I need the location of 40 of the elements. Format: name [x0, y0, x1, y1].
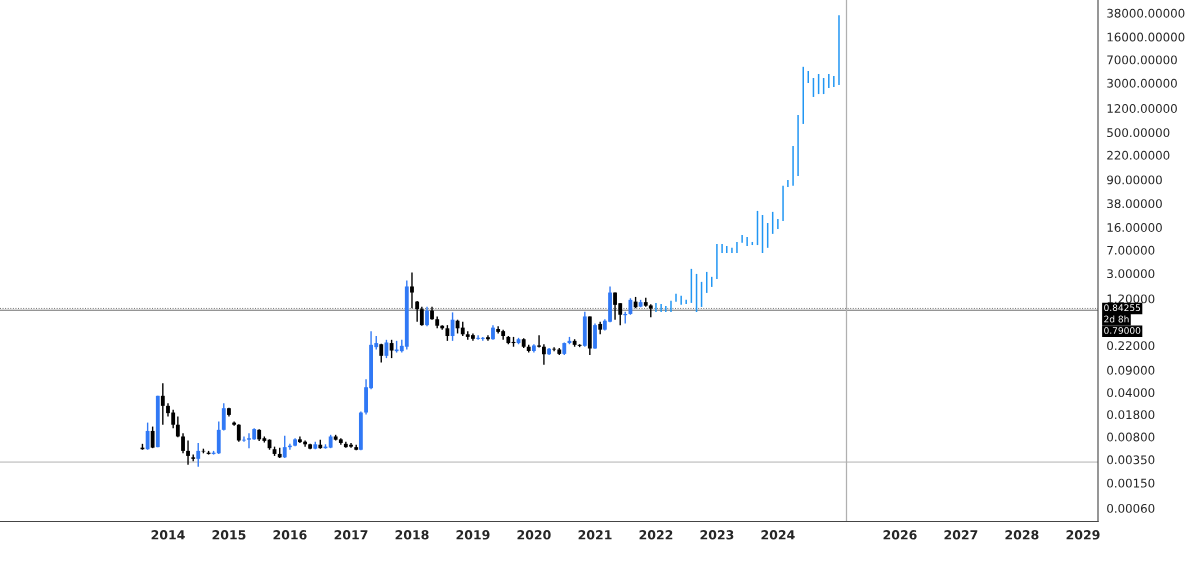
y-tick-label: 16000.00000: [1107, 32, 1185, 42]
text: 2d 8h: [1104, 315, 1129, 323]
ref-line-label: 0.84255: [1104, 304, 1141, 312]
legend-label: 0.79000: [1104, 327, 1141, 334]
y-tick-label: 0.01800: [1107, 410, 1155, 420]
y-tick-label: 1200.00000: [1107, 104, 1177, 113]
y-tick-label: 0.09000: [1107, 365, 1155, 375]
y-tick-label: 0.00150: [1107, 478, 1155, 488]
y-tick-label: 0.22000: [1107, 341, 1155, 351]
y-tick-label: 0.00800: [1107, 432, 1155, 442]
x-tick-label: 2017: [334, 530, 368, 540]
y-tick-label: 38.00000: [1107, 199, 1162, 209]
x-tick-label: 2028: [1005, 530, 1039, 540]
y-tick-label: 3.00000: [1107, 269, 1155, 279]
y-tick-label: 7.00000: [1107, 245, 1155, 255]
x-tick-label: 2020: [517, 530, 551, 540]
x-tick-label: 2018: [395, 530, 429, 540]
x-tick-label: 2024: [761, 530, 795, 540]
x-tick-label: 2029: [1066, 530, 1100, 540]
x-tick-label: 2021: [578, 530, 612, 540]
y-tick-label: 90.00000: [1107, 175, 1162, 185]
x-tick-label: 2026: [883, 530, 917, 540]
y-tick-label: 220.00000: [1107, 150, 1170, 160]
y-tick-label: 1.20000: [1107, 294, 1155, 304]
x-tick-label: 2019: [456, 530, 490, 540]
y-tick-label: 38000.00000: [1107, 8, 1185, 18]
y-tick-label: 0.00060: [1107, 503, 1155, 513]
x-tick-label: 2023: [700, 530, 734, 540]
x-tick-label: 2027: [944, 530, 978, 540]
y-tick-label: 0.04000: [1107, 388, 1155, 398]
x-tick-label: 2016: [273, 530, 307, 540]
y-tick-label: 3000.00000: [1107, 78, 1177, 88]
y-tick-label: 500.00000: [1107, 128, 1170, 138]
x-tick-label: 2015: [212, 530, 246, 540]
x-tick-label: 2022: [639, 530, 673, 540]
y-tick-label: 7000.00000: [1107, 55, 1177, 65]
y-tick-label: 0.00350: [1107, 455, 1155, 465]
x-tick-label: 2014: [151, 530, 185, 540]
y-tick-label: 16.00000: [1107, 223, 1162, 232]
candlestick: [155, 395, 160, 448]
